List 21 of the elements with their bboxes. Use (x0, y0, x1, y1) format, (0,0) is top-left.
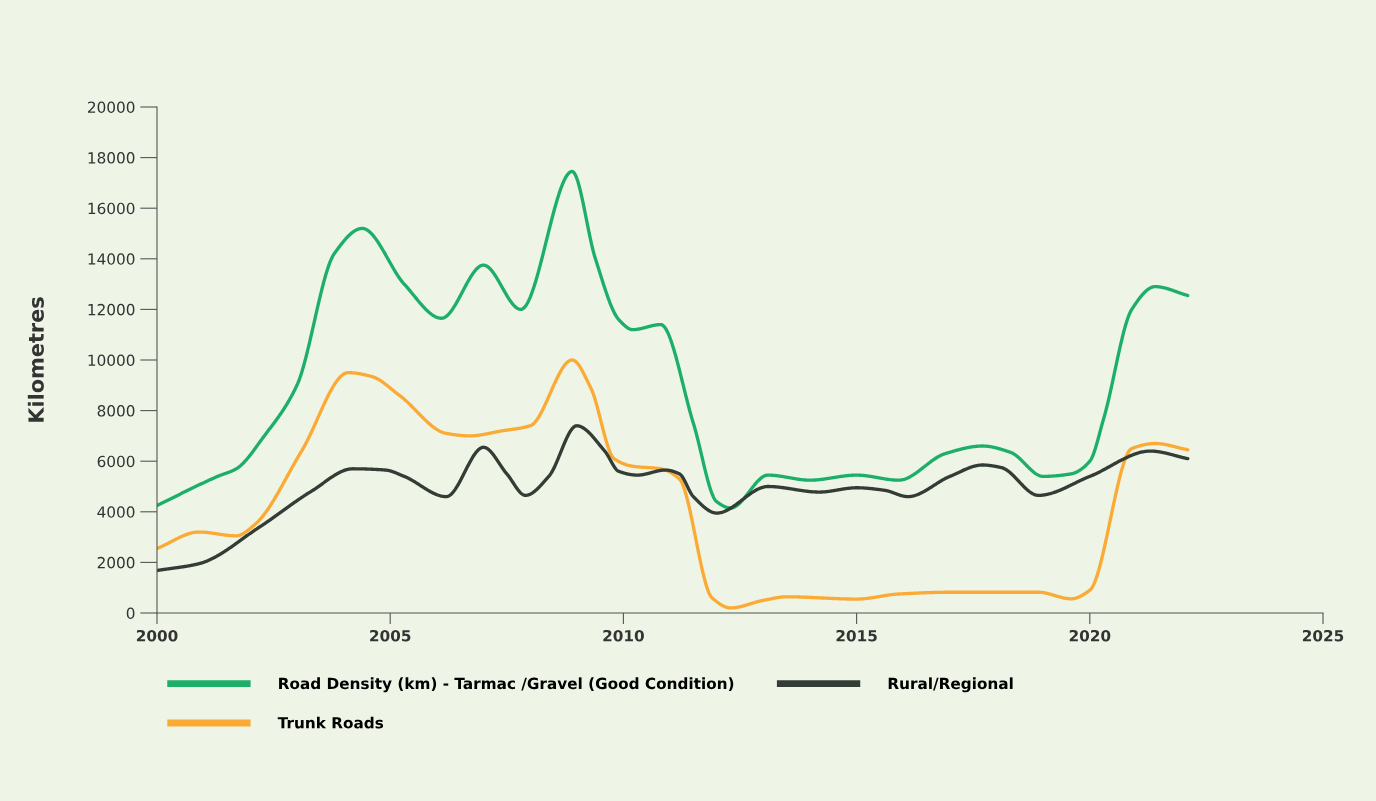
x-tick-label: 2000 (136, 629, 178, 642)
y-tick-label: 20000 (87, 101, 135, 114)
y-tick-label: 18000 (88, 152, 135, 164)
y-tick-label: 14000 (88, 253, 135, 265)
y-tick-label: 4000 (97, 506, 135, 518)
y-tick-label: 16000 (88, 202, 135, 215)
legend-label: Rural/Regional (888, 677, 1013, 693)
legend-label: Trunk Roads (277, 716, 384, 729)
y-tick-label: 2000 (97, 556, 135, 569)
y-tick-label: 0 (126, 607, 135, 620)
y-tick-label: 10000 (88, 354, 135, 367)
y-tick-label: 8000 (97, 405, 135, 417)
legend-label: Road Density (km) - Tarmac /Gravel (Good Condition) (279, 677, 734, 693)
y-tick-label: 12000 (88, 303, 135, 316)
x-tick-label: 2015 (836, 629, 877, 642)
y-axis-title: Kilometres (27, 297, 44, 422)
x-tick-label: 2020 (1069, 629, 1111, 642)
x-tick-label: 2005 (370, 629, 411, 642)
y-tick-label: 6000 (97, 455, 135, 468)
x-tick-label: 2025 (1302, 629, 1344, 642)
x-tick-label: 2010 (603, 629, 644, 642)
